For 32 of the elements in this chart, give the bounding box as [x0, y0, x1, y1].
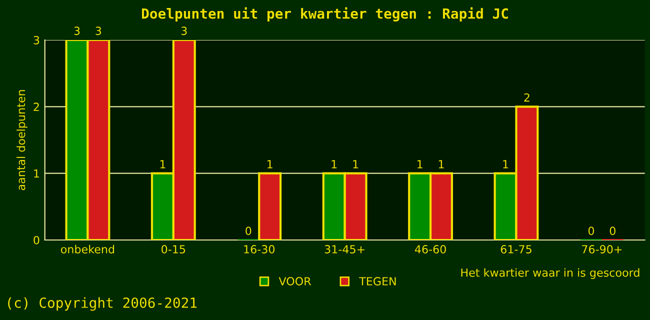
data-label: 1	[438, 160, 444, 168]
legend-label: VOOR	[278, 277, 312, 286]
legend-label: TEGEN	[359, 277, 396, 286]
x-tick-label: onbekend	[60, 244, 114, 254]
data-label: 1	[332, 160, 337, 168]
x-axis-title: Het kwartier waar in is gescoord	[461, 268, 640, 279]
x-tick-label: 76-90+	[582, 245, 622, 254]
data-label: 0	[588, 226, 594, 236]
text: (c) Copyright 2006-2021	[8, 297, 197, 311]
bar	[258, 172, 282, 240]
data-label: 1	[418, 160, 422, 168]
y-tick-label: 1	[34, 169, 39, 178]
data-label: 1	[503, 160, 508, 168]
y-tick-label: 3	[34, 36, 40, 44]
y-tick-label: 2	[34, 102, 39, 111]
data-label: 1	[160, 160, 166, 168]
x-tick-label: 46-60	[414, 245, 446, 254]
x-tick-label: 61-75	[500, 245, 532, 254]
data-label: 1	[353, 160, 358, 168]
y-tick-label: 0	[34, 236, 40, 244]
data-label: 0	[610, 226, 616, 236]
data-label: 3	[74, 26, 80, 36]
chart-title: Doelpunten uit per kwartier tegen : Rapid JC	[142, 7, 508, 22]
x-tick-label: 0-15	[162, 245, 186, 254]
x-tick-label: 31-45+	[324, 245, 364, 254]
data-label: 3	[181, 26, 187, 36]
data-label: 3	[96, 26, 102, 36]
data-label: 0	[246, 226, 252, 236]
y-axis-title: aantal doelpunten	[16, 90, 28, 190]
data-label: 2	[524, 93, 530, 102]
x-tick-label: 16-30	[244, 245, 275, 254]
data-label: 1	[268, 160, 272, 168]
